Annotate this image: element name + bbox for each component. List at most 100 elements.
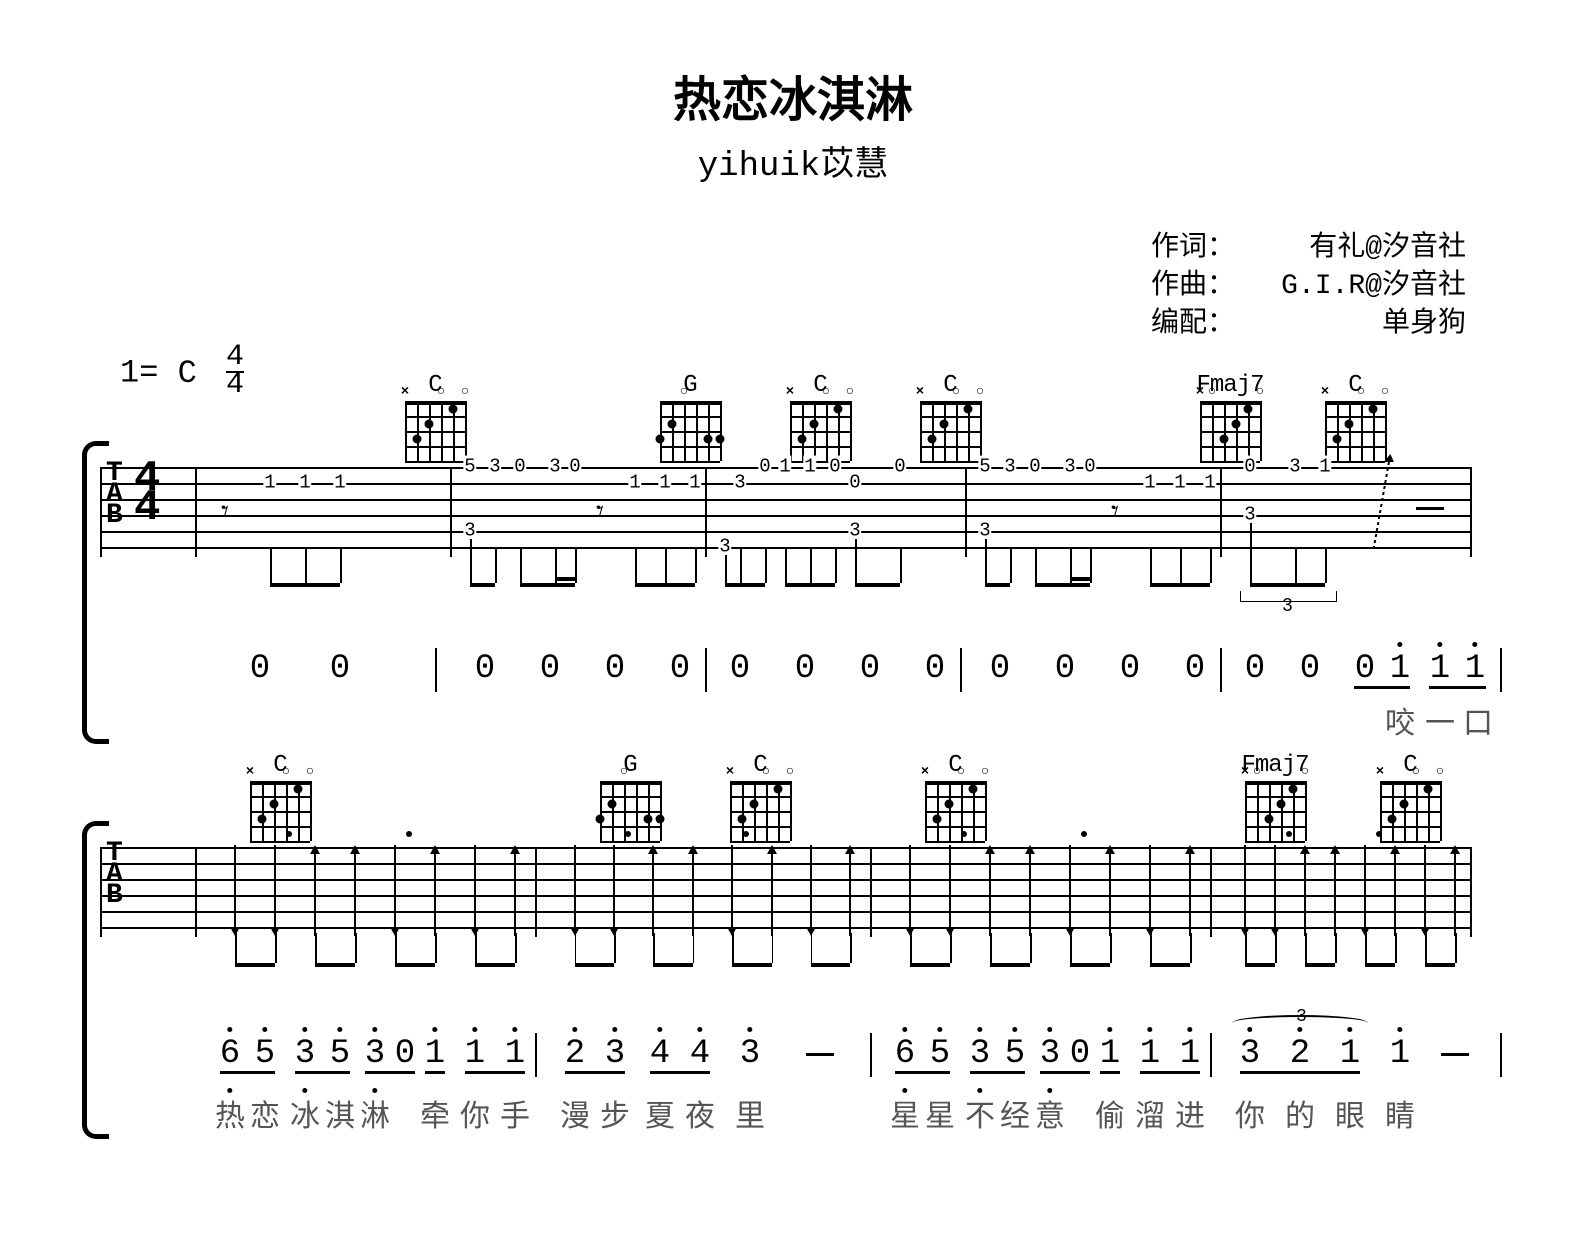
strum-up-icon (1185, 845, 1195, 936)
lyricist: 有礼@汐音社 (1246, 230, 1466, 268)
tab-fret: 3 (548, 456, 561, 478)
composer-label: 作曲： (1151, 268, 1246, 306)
strum-down-icon (270, 845, 280, 936)
jianpu-note: 1 (1430, 650, 1450, 688)
jianpu-note: 0 (1245, 650, 1265, 688)
tab-fret: 1 (1318, 456, 1331, 478)
strum-up-icon (350, 845, 360, 936)
jianpu-note: 0 (860, 650, 880, 688)
strum-up-icon (1105, 845, 1115, 936)
jianpu-note: 5 (1005, 1035, 1025, 1073)
lyric: 经 (1000, 1091, 1030, 1135)
lyric: 冰 (290, 1091, 320, 1135)
tab-fret: 0 (513, 456, 526, 478)
tab-fret: 0 (828, 456, 841, 478)
jianpu-note: 0 (730, 650, 750, 688)
lyric: 你 (460, 1091, 490, 1135)
jianpu-note: 6 (895, 1035, 915, 1073)
lyric: 里 (735, 1091, 765, 1135)
strum-up-icon (1450, 845, 1460, 936)
numbered-notation: 00000000000000000111 (100, 650, 1470, 694)
lyric: 牵 (420, 1091, 450, 1135)
strum-up-icon (845, 845, 855, 936)
chord-fmaj7: Fmaj7×○○ (1240, 752, 1310, 841)
tab-fret: 0 (1028, 456, 1041, 478)
tab-fret: 1 (628, 472, 641, 494)
strum-down-icon (570, 845, 580, 936)
lyric: 咬 (1385, 698, 1415, 742)
jianpu-note: 1 (465, 1035, 485, 1073)
jianpu-note: 0 (925, 650, 945, 688)
strum-up-icon (1025, 845, 1035, 936)
strum-down-icon (1065, 845, 1075, 936)
lyric: 进 (1175, 1091, 1205, 1135)
tab-fret: 5 (978, 456, 991, 478)
tab-fret: 0 (568, 456, 581, 478)
lyric: 溜 (1135, 1091, 1165, 1135)
jianpu-note: 1 (1340, 1035, 1360, 1073)
jianpu-note: 6 (220, 1035, 240, 1073)
tab-fret: 1 (263, 472, 276, 494)
jianpu-note: 0 (1070, 1035, 1090, 1073)
jianpu-note: 0 (1120, 650, 1140, 688)
strum-down-icon (1240, 845, 1250, 936)
strum-down-icon (905, 845, 915, 936)
jianpu-note: 0 (1185, 650, 1205, 688)
lyric: 夏 (645, 1091, 675, 1135)
jianpu-note: 1 (425, 1035, 445, 1073)
lyric: 意 (1035, 1091, 1065, 1135)
jianpu-note: 3 (1040, 1035, 1060, 1073)
jianpu-note: 0 (795, 650, 815, 688)
tab-clef: TAB (106, 463, 123, 526)
jianpu-note: 0 (330, 650, 350, 688)
chord-c: C×○○ (1375, 752, 1445, 841)
tab-staff: TAB 44 𝄾111353030𝄾111330110300353030𝄾111… (100, 467, 1470, 557)
lyric: 的 (1285, 1091, 1315, 1135)
chord-c: C×○○ (725, 752, 795, 841)
tab-fret: 0 (893, 456, 906, 478)
arranger: 单身狗 (1246, 306, 1466, 344)
jianpu-note: 5 (930, 1035, 950, 1073)
lyric: 偷 (1095, 1091, 1125, 1135)
jianpu-note: 1 (1100, 1035, 1120, 1073)
strum-down-icon (945, 845, 955, 936)
lyric: 眼 (1335, 1091, 1365, 1135)
jianpu-note: 4 (650, 1035, 670, 1073)
lyric: 星 (925, 1091, 955, 1135)
jianpu-note: 3 (740, 1035, 760, 1073)
lyric: 手 (500, 1091, 530, 1135)
chord-c: C×○○ (245, 752, 315, 841)
tab-fret: 1 (1203, 472, 1216, 494)
lyric: 不 (965, 1091, 995, 1135)
lyricist-label: 作词： (1151, 230, 1246, 268)
jianpu-note: 0 (990, 650, 1010, 688)
strum-down-icon (230, 845, 240, 936)
jianpu-note: 3 (605, 1035, 625, 1073)
strum-up-icon (510, 845, 520, 936)
tab-fret: 1 (803, 456, 816, 478)
jianpu-note: 0 (1055, 650, 1075, 688)
jianpu-note: 0 (475, 650, 495, 688)
strum-down-icon (1270, 845, 1280, 936)
tab-time-signature: 44 (134, 465, 160, 522)
tab-fret: 0 (758, 456, 771, 478)
jianpu-note: 5 (255, 1035, 275, 1073)
strum-down-icon (1420, 845, 1430, 936)
system-2: C×○○G○C×○○C×○○Fmaj7×○○C×○○ TAB 653530111… (100, 835, 1470, 1125)
jianpu-note: 1 (1390, 1035, 1410, 1073)
tab-fret: 0 (1243, 456, 1256, 478)
lyric: 一 (1425, 698, 1455, 742)
strum-up-icon (1300, 845, 1310, 936)
key: C (178, 355, 197, 392)
jianpu-note: 0 (540, 650, 560, 688)
tab-fret: 1 (658, 472, 671, 494)
tab-fret: 1 (1173, 472, 1186, 494)
jianpu-note: 0 (395, 1035, 415, 1073)
tab-fret: 3 (1003, 456, 1016, 478)
jianpu-note: 1 (505, 1035, 525, 1073)
chord-fmaj7: Fmaj7×○○ (1195, 372, 1265, 461)
jianpu-note: 1 (1390, 650, 1410, 688)
song-title: 热恋冰淇淋 (0, 60, 1586, 130)
lyric: 热 (215, 1091, 245, 1135)
strum-up-icon (767, 845, 777, 936)
